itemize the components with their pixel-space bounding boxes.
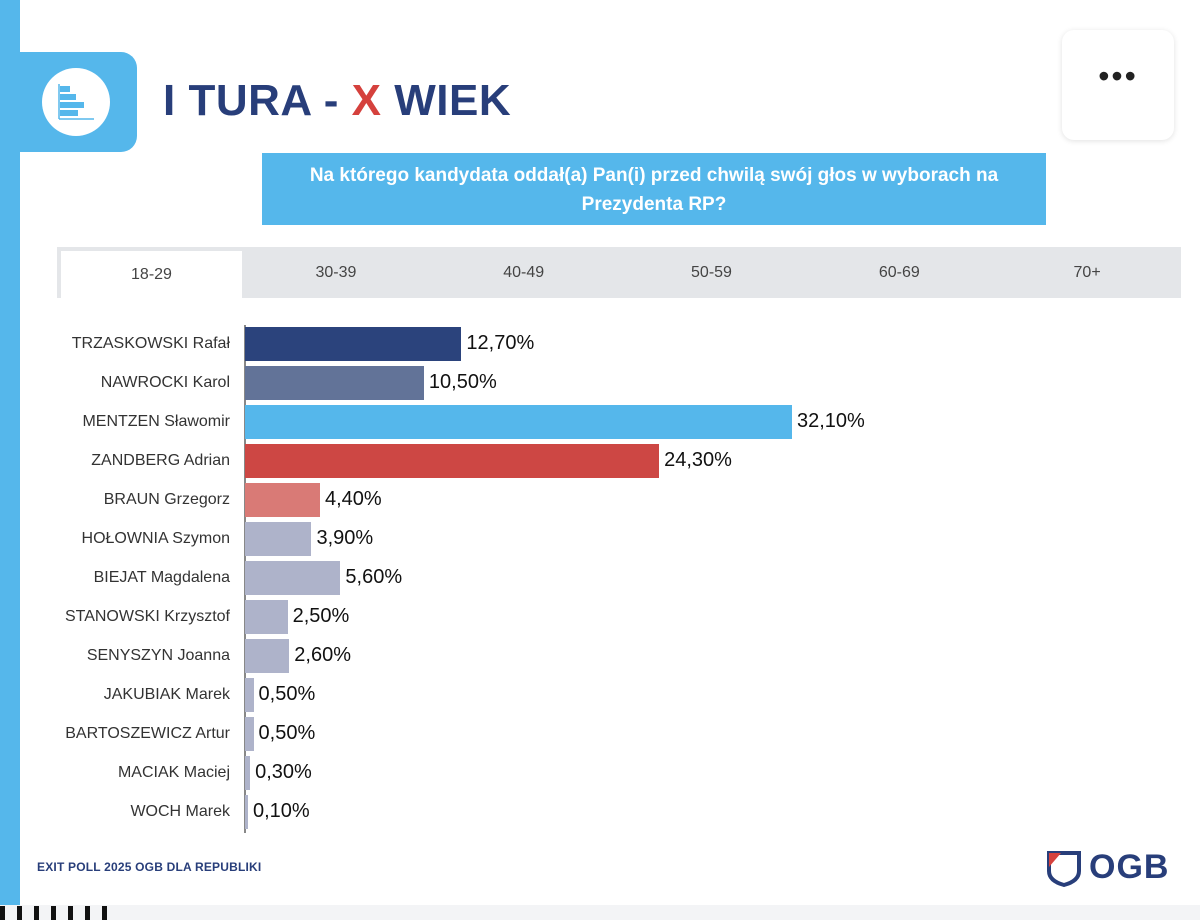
category-label-mentzen-s-awomir: MENTZEN Sławomir [82, 413, 230, 430]
bar-chart: TRZASKOWSKI Rafał 12,70% NAWROCKI Karol 10,… [0, 318, 1200, 838]
value-label-woch-marek: 0,10% [253, 800, 310, 822]
question-banner: Na którego kandydata oddał(a) Pan(i) prz… [262, 153, 1046, 225]
category-label-senyszyn-joanna: SENYSZYN Joanna [86, 647, 230, 664]
value-label-zandberg-adrian: 24,30% [664, 449, 732, 471]
value-label-stanowski-krzysztof: 2,50% [292, 605, 350, 627]
bar-stanowski-krzysztof [245, 600, 288, 634]
value-label-braun-grzegorz: 4,40% [324, 488, 382, 510]
bar-jakubiak-marek [245, 678, 254, 712]
ogb-brand-text: OGB [1089, 848, 1170, 886]
title-part-1: I TURA - [163, 76, 339, 125]
value-label-senyszyn-joanna: 2,60% [294, 644, 352, 666]
tab-30-39[interactable]: 30-39 [315, 263, 357, 281]
bottom-tick-marks [0, 906, 119, 920]
age-tabs: 18-29 30-39 40-49 50-59 60-69 70+ [57, 247, 1181, 298]
bar-maciak-maciej [245, 756, 251, 790]
tab-18-29[interactable]: 18-29 [61, 251, 242, 298]
source-footer: EXIT POLL 2025 OGB DLA REPUBLIKI [37, 860, 262, 874]
left-accent-rail [0, 0, 20, 905]
bar-biejat-magdalena [245, 561, 341, 595]
ogb-shield-icon [1047, 850, 1081, 887]
bar-braun-grzegorz [245, 483, 320, 517]
tab-70-plus[interactable]: 70+ [1073, 263, 1101, 281]
bar-trzaskowski-rafa- [245, 327, 462, 361]
value-label-trzaskowski-rafa-: 12,70% [466, 332, 535, 354]
more-options-button[interactable]: ••• [1062, 30, 1174, 140]
category-label-zandberg-adrian: ZANDBERG Adrian [91, 452, 230, 469]
value-label-ho-ownia-szymon: 3,90% [316, 527, 374, 549]
bar-mentzen-s-awomir [245, 405, 792, 439]
category-label-jakubiak-marek: JAKUBIAK Marek [103, 686, 230, 703]
bar-nawrocki-karol [245, 366, 424, 400]
value-label-bartoszewicz-artur: 0,50% [258, 722, 316, 744]
value-label-biejat-magdalena: 5,60% [345, 566, 403, 588]
category-label-braun-grzegorz: BRAUN Grzegorz [103, 491, 230, 508]
category-label-woch-marek: WOCH Marek [130, 803, 230, 820]
category-label-stanowski-krzysztof: STANOWSKI Krzysztof [64, 608, 230, 625]
bar-bartoszewicz-artur [245, 717, 254, 751]
more-dots-icon: ••• [1098, 58, 1138, 94]
category-label-maciak-maciej: MACIAK Maciej [117, 764, 230, 781]
category-label-nawrocki-karol: NAWROCKI Karol [100, 374, 230, 391]
bar-chart-icon [42, 68, 110, 136]
value-label-mentzen-s-awomir: 32,10% [797, 410, 865, 432]
bar-ho-ownia-szymon [245, 522, 312, 556]
title-part-2: X [351, 76, 382, 125]
tab-60-69[interactable]: 60-69 [878, 263, 920, 281]
value-label-maciak-maciej: 0,30% [255, 761, 312, 783]
bar-zandberg-adrian [245, 444, 660, 478]
category-label-bartoszewicz-artur: BARTOSZEWICZ Artur [65, 725, 230, 742]
tab-40-49[interactable]: 40-49 [503, 263, 545, 281]
bar-senyszyn-joanna [245, 639, 290, 673]
title-part-3: WIEK [394, 76, 512, 125]
tab-50-59[interactable]: 50-59 [691, 263, 732, 281]
value-label-jakubiak-marek: 0,50% [258, 683, 316, 705]
category-label-ho-ownia-szymon: HOŁOWNIA Szymon [81, 530, 230, 547]
ogb-logo: OGB [1045, 848, 1169, 887]
bar-woch-marek [245, 795, 248, 829]
value-label-nawrocki-karol: 10,50% [428, 371, 497, 393]
category-label-biejat-magdalena: BIEJAT Magdalena [93, 569, 230, 586]
category-label-trzaskowski-rafa-: TRZASKOWSKI Rafał [71, 335, 230, 352]
page-title: I TURA - X WIEK [163, 76, 511, 126]
